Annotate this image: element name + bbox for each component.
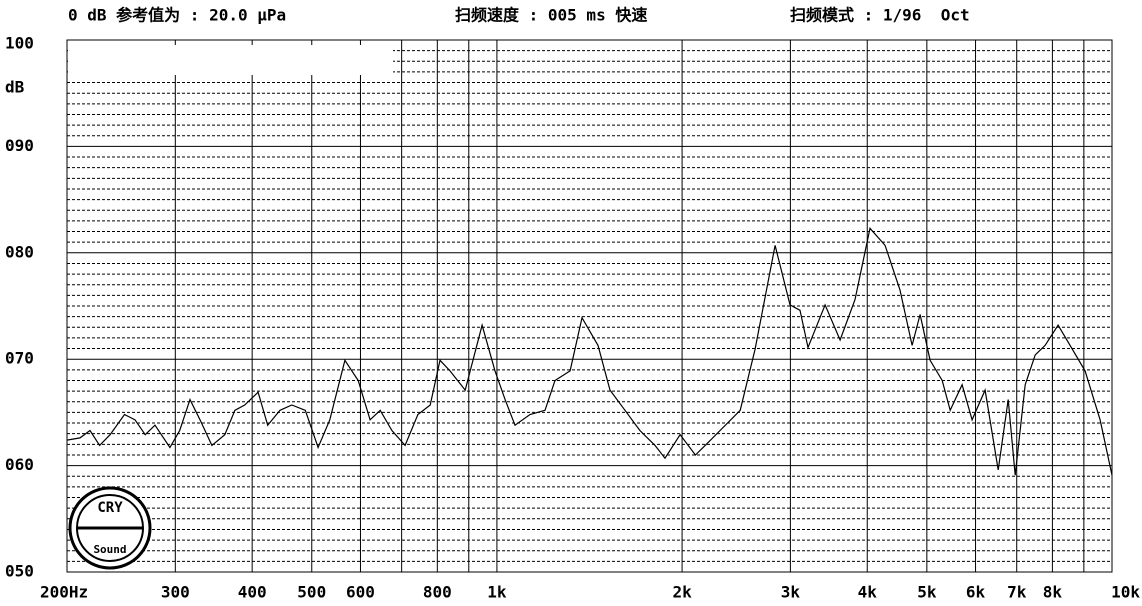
- x-tick-label: 200Hz: [40, 583, 88, 602]
- blank-panel: [68, 45, 393, 75]
- x-tick-label: 4k: [858, 583, 878, 602]
- x-tick-label: 800: [423, 583, 452, 602]
- x-tick-label: 7k: [1007, 583, 1027, 602]
- x-tick-label: 8k: [1043, 583, 1063, 602]
- logo-inner-ring: [76, 494, 144, 562]
- x-tick-label: 5k: [917, 583, 937, 602]
- header-mode: 扫频模式 : 1/96 Oct: [790, 6, 970, 25]
- x-tick-label: 2k: [672, 583, 692, 602]
- x-tick-label: 1k: [487, 583, 507, 602]
- x-tick-label: 10k: [1111, 583, 1140, 602]
- x-tick-label: 600: [346, 583, 375, 602]
- x-tick-label: 6k: [966, 583, 986, 602]
- header-speed: 扫频速度 : 005 ms 快速: [455, 6, 647, 25]
- y-axis-label: dB: [5, 78, 25, 97]
- x-tick-label: 500: [297, 583, 326, 602]
- x-tick-label: 300: [161, 583, 190, 602]
- logo: CRY Sound: [68, 486, 152, 570]
- grid: [66, 39, 1113, 573]
- y-tick-label: 060: [5, 455, 34, 474]
- y-tick-label: 070: [5, 349, 34, 368]
- response-curve: [66, 227, 1113, 476]
- logo-text: CRY: [97, 500, 123, 516]
- x-tick-label: 3k: [781, 583, 801, 602]
- header-reference: 0 dB 参考值为 : 20.0 μPa: [68, 6, 286, 25]
- x-tick-label: 400: [238, 583, 267, 602]
- y-tick-label: 080: [5, 242, 34, 261]
- plot-frame: [66, 39, 1113, 573]
- logo-text: Sound: [93, 543, 126, 556]
- marks: [66, 227, 1113, 476]
- y-tick-label: 100: [5, 34, 34, 53]
- y-tick-label: 090: [5, 136, 34, 155]
- y-tick-label: 050: [5, 562, 34, 581]
